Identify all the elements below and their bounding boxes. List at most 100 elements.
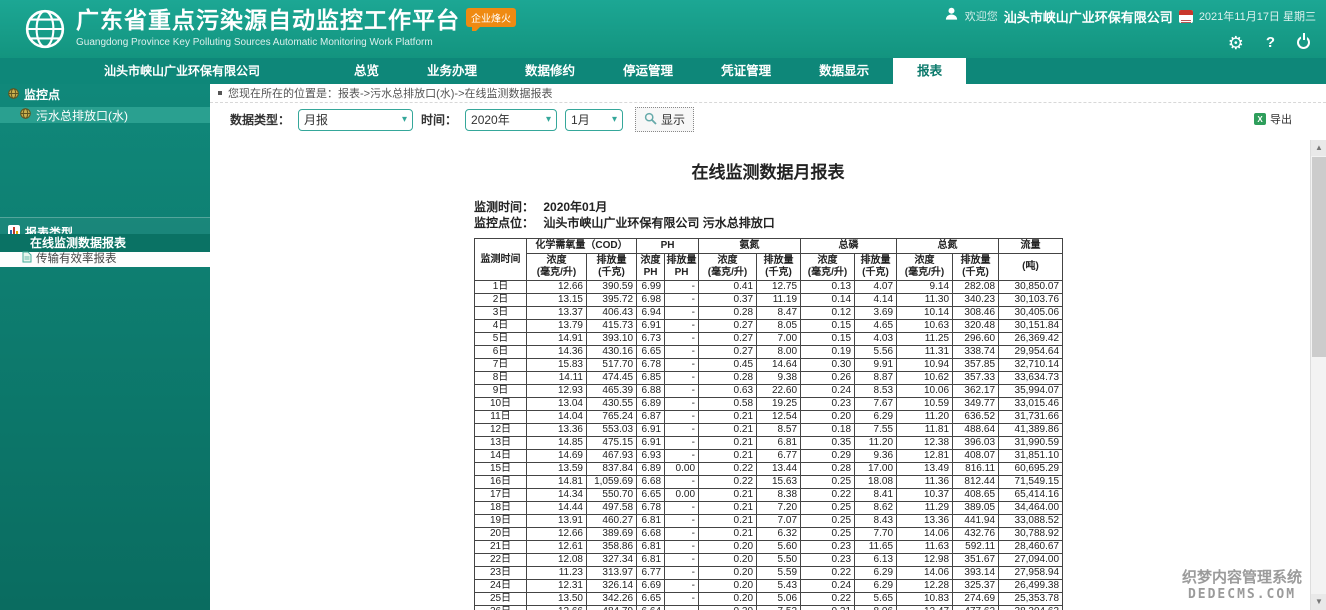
sidebar-item-online-data-report[interactable]: 在线监测数据报表 (0, 234, 210, 252)
value-cell: 441.94 (952, 514, 1000, 528)
value-cell: 11.25 (896, 332, 954, 346)
nav-item-2[interactable]: 业务办理 (427, 64, 478, 78)
value-cell: 0.30 (800, 358, 856, 372)
value-cell: 7.67 (854, 397, 898, 411)
value-cell: 65,414.16 (998, 488, 1064, 502)
value-cell: 0.20 (800, 410, 856, 424)
value-cell: 7.70 (854, 527, 898, 541)
value-cell: 12.28 (896, 579, 954, 593)
scroll-down-arrow-icon[interactable]: ▼ (1311, 594, 1326, 610)
table-row: 18日 14.44 497.58 6.78-0.21 7.20 0.25 8.62 11.29… (474, 501, 1064, 515)
month-select[interactable]: 1月 ▾ (565, 108, 624, 131)
col-group-header: 总磷 (800, 238, 898, 254)
value-cell: 14.34 (526, 488, 587, 502)
nav-item-7[interactable]: 报表 (893, 58, 967, 84)
breadcrumb-text: 您现在所在的位置是：报表->污水总排放口(水)->在线监测数据报表 (228, 88, 553, 100)
value-cell: 14.81 (526, 475, 587, 489)
value-cell: 11.30 (896, 293, 954, 307)
value-cell: - (664, 384, 700, 398)
sidebar-monitor-label: 监控点 (24, 88, 61, 102)
nav-item-1[interactable]: 总览 (354, 64, 380, 78)
vertical-scrollbar[interactable]: ▲ ▼ (1310, 140, 1326, 610)
value-cell: 765.24 (585, 410, 638, 424)
value-cell: 0.25 (800, 501, 856, 515)
app-header: 广东省重点污染源自动监控工作平台 企业烽火 Guangdong Province… (0, 0, 1326, 58)
sidebar-item-transmission-rate-report[interactable]: 传输有效率报表 (0, 251, 210, 267)
col-subheader: 排放量 (千克) (952, 253, 1000, 281)
data-type-value: 月报 (304, 113, 329, 127)
sidebar-outfall-label: 污水总排放口(水) (36, 108, 128, 123)
value-cell: 30,788.92 (998, 527, 1064, 541)
value-cell: 5.60 (756, 540, 802, 554)
sidebar-item-outfall-water[interactable]: 污水总排放口(水) (0, 107, 210, 123)
value-cell: 488.64 (952, 423, 1000, 437)
scroll-up-arrow-icon[interactable]: ▲ (1311, 140, 1326, 156)
table-row: 6日 14.36 430.16 6.65-0.27 8.00 0.19 5.56 11.31 3… (474, 345, 1064, 359)
header-right: 欢迎您 汕头市峡山广业环保有限公司 2021年11月17日 星期三 ⚙ ? (944, 6, 1316, 52)
help-icon[interactable]: ? (1265, 34, 1275, 51)
value-cell: 12.81 (896, 449, 954, 463)
nav-item-6[interactable]: 数据显示 (819, 64, 870, 78)
logout-icon[interactable] (1297, 36, 1310, 49)
value-cell: 18.08 (854, 475, 898, 489)
value-cell: 34,464.00 (998, 501, 1064, 515)
show-button-label: 显示 (661, 113, 686, 127)
value-cell: 12.47 (896, 605, 954, 610)
value-cell: 8.43 (854, 514, 898, 528)
value-cell: 35,994.07 (998, 384, 1064, 398)
value-cell: 9.14 (896, 280, 954, 294)
value-cell: 15.63 (756, 475, 802, 489)
col-header-time: 监测时间 (474, 238, 527, 281)
value-cell: 0.00 (664, 462, 700, 476)
chevron-down-icon: ▾ (546, 114, 552, 125)
value-cell: 8.05 (756, 319, 802, 333)
day-cell: 6日 (474, 345, 527, 359)
value-cell: - (664, 540, 700, 554)
value-cell: 0.19 (800, 345, 856, 359)
value-cell: 327.34 (585, 553, 638, 567)
value-cell: 33,088.52 (998, 514, 1064, 528)
value-cell: 0.25 (800, 514, 856, 528)
value-cell: 816.11 (952, 462, 1000, 476)
show-button[interactable]: 显示 (635, 107, 695, 132)
value-cell: 8.53 (854, 384, 898, 398)
nav-item-3[interactable]: 数据修约 (525, 64, 576, 78)
value-cell: 25,353.78 (998, 592, 1064, 606)
value-cell: 13.50 (526, 592, 587, 606)
value-cell: 6.65 (636, 592, 666, 606)
value-cell: - (664, 475, 700, 489)
value-cell: 550.70 (585, 488, 638, 502)
scrollbar-thumb[interactable] (1312, 157, 1326, 357)
value-cell: 5.65 (854, 592, 898, 606)
value-cell: 0.23 (800, 553, 856, 567)
header-date: 2021年11月17日 星期三 (1198, 11, 1316, 23)
year-select[interactable]: 2020年 ▾ (465, 108, 558, 131)
export-button[interactable]: X 导出 (1254, 111, 1292, 127)
table-row: 22日 12.08 327.34 6.81-0.20 5.50 0.23 6.13 12.98… (474, 553, 1064, 567)
settings-icon[interactable]: ⚙ (1227, 33, 1244, 53)
nav-item-5[interactable]: 凭证管理 (721, 64, 772, 78)
value-cell: 5.50 (756, 553, 802, 567)
value-cell: - (664, 527, 700, 541)
value-cell: 6.88 (636, 384, 666, 398)
value-cell: 0.28 (698, 371, 758, 385)
value-cell: 5.56 (854, 345, 898, 359)
value-cell: 30,850.07 (998, 280, 1064, 294)
year-value: 2020年 (471, 113, 510, 127)
data-type-select[interactable]: 月报 ▾ (298, 108, 414, 131)
value-cell: 0.20 (698, 592, 758, 606)
value-cell: 8.62 (854, 501, 898, 515)
value-cell: 475.15 (585, 436, 638, 450)
value-cell: 636.52 (952, 410, 1000, 424)
monitor-point-label: 监控点位： (474, 216, 535, 230)
value-cell: 13.49 (896, 462, 954, 476)
value-cell: 5.06 (756, 592, 802, 606)
table-row: 5日 14.91 393.10 6.73-0.27 7.00 0.15 4.03 11.25 2… (474, 332, 1064, 346)
value-cell: 11.63 (896, 540, 954, 554)
value-cell: 6.73 (636, 332, 666, 346)
day-cell: 13日 (474, 436, 527, 450)
value-cell: 14.04 (526, 410, 587, 424)
nav-item-4[interactable]: 停运管理 (623, 64, 674, 78)
day-cell: 3日 (474, 306, 527, 320)
